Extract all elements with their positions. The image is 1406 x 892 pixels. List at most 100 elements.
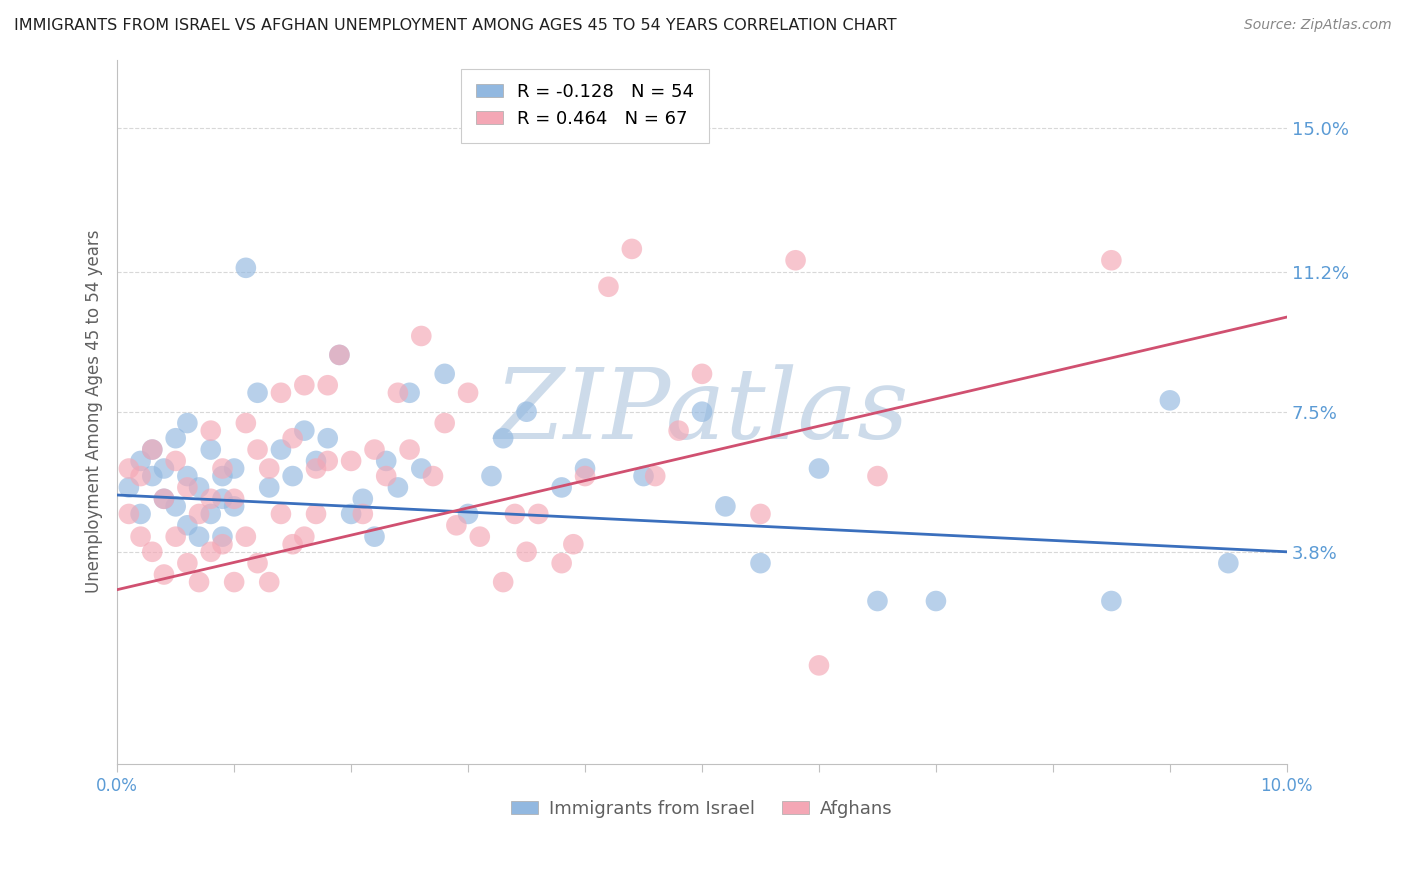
Point [305,454,328,468]
Point [398,385,420,400]
Point [211,461,233,475]
Point [257,480,280,494]
Point [375,469,398,483]
Point [224,575,246,590]
Point [270,507,292,521]
Point [1159,393,1181,408]
Point [503,507,526,521]
Point [235,260,257,275]
Point [866,469,889,483]
Point [316,431,339,445]
Point [457,385,479,400]
Point [1099,594,1122,608]
Point [644,469,666,483]
Point [785,253,807,268]
Point [153,567,176,582]
Point [270,385,292,400]
Point [316,378,339,392]
Point [176,469,198,483]
Point [200,507,222,521]
Point [165,431,187,445]
Point [433,416,456,430]
Point [328,348,350,362]
Point [411,461,433,475]
Point [633,469,655,483]
Point [211,530,233,544]
Point [246,556,269,570]
Point [925,594,948,608]
Point [714,500,737,514]
Point [200,424,222,438]
Point [153,461,176,475]
Point [200,442,222,457]
Point [246,442,269,457]
Point [668,424,690,438]
Point [492,431,515,445]
Point [176,480,198,494]
Point [527,507,550,521]
Point [153,491,176,506]
Point [516,545,538,559]
Point [398,442,420,457]
Point [211,469,233,483]
Point [165,530,187,544]
Point [807,461,830,475]
Point [176,518,198,533]
Point [411,329,433,343]
Point [188,530,211,544]
Point [457,507,479,521]
Point [574,461,596,475]
Point [153,491,176,506]
Point [468,530,491,544]
Point [328,348,350,362]
Point [141,442,163,457]
Point [188,480,211,494]
Point [352,507,374,521]
Point [129,507,152,521]
Point [176,556,198,570]
Point [165,454,187,468]
Point [387,385,409,400]
Point [690,367,713,381]
Point [141,442,163,457]
Point [292,530,315,544]
Point [433,367,456,381]
Point [270,442,292,457]
Point [281,469,304,483]
Point [129,530,152,544]
Point [235,416,257,430]
Point [292,424,315,438]
Legend: Immigrants from Israel, Afghans: Immigrants from Israel, Afghans [503,793,900,825]
Text: IMMIGRANTS FROM ISRAEL VS AFGHAN UNEMPLOYMENT AMONG AGES 45 TO 54 YEARS CORRELAT: IMMIGRANTS FROM ISRAEL VS AFGHAN UNEMPLO… [14,18,897,33]
Point [224,461,246,475]
Point [492,575,515,590]
Point [165,500,187,514]
Point [574,469,596,483]
Point [363,530,385,544]
Point [257,461,280,475]
Point [281,431,304,445]
Point [305,461,328,475]
Point [807,658,830,673]
Point [316,454,339,468]
Point [866,594,889,608]
Point [481,469,503,483]
Point [211,491,233,506]
Text: ZIPatlas: ZIPatlas [495,364,910,459]
Point [446,518,468,533]
Point [141,545,163,559]
Point [235,530,257,544]
Point [516,405,538,419]
Point [129,469,152,483]
Point [211,537,233,551]
Point [176,416,198,430]
Point [118,480,141,494]
Point [141,469,163,483]
Y-axis label: Unemployment Among Ages 45 to 54 years: Unemployment Among Ages 45 to 54 years [86,230,103,593]
Point [305,507,328,521]
Point [1218,556,1240,570]
Point [118,507,141,521]
Point [292,378,315,392]
Point [562,537,585,551]
Point [749,556,772,570]
